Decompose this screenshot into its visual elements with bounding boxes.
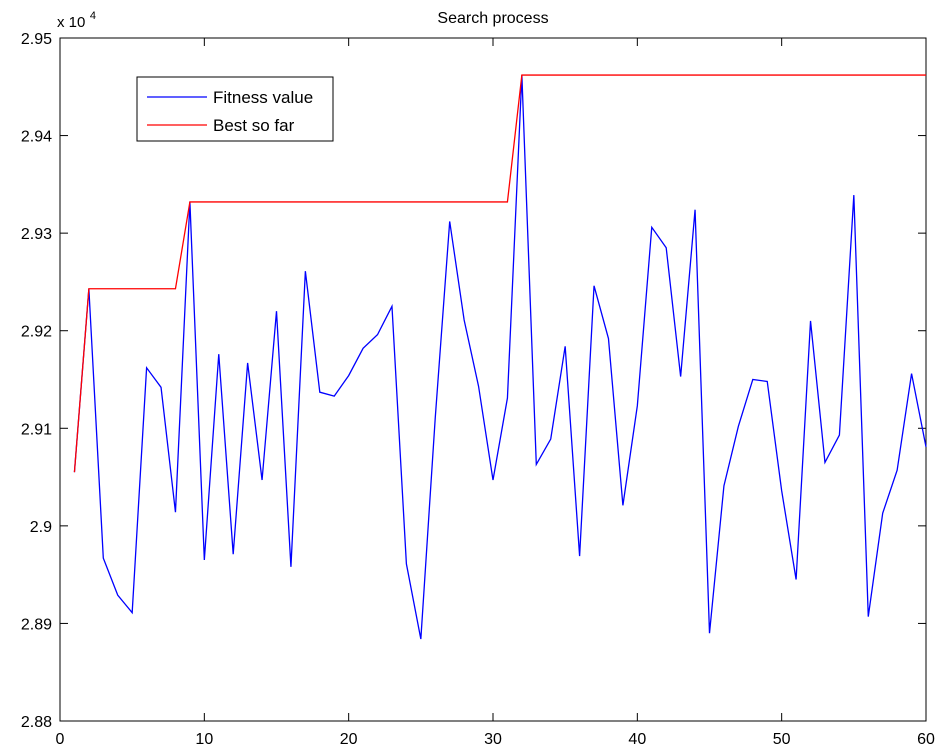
x-tick-label: 40 xyxy=(628,731,646,748)
y-axis-scale-base: x 10 xyxy=(57,14,85,31)
y-tick-label: 2.93 xyxy=(21,226,52,243)
legend: Fitness value Best so far xyxy=(136,76,334,142)
series-line-fitness-value xyxy=(73,75,927,640)
legend-label: Fitness value xyxy=(213,88,313,107)
y-tick-label: 2.95 xyxy=(21,31,52,48)
chart-title: Search process xyxy=(437,10,548,27)
x-tick-label: 50 xyxy=(773,731,791,748)
x-tick-label: 0 xyxy=(56,731,65,748)
axes: 0 10 20 30 40 50 60 2.88 2.89 2.9 2.91 2.92 2.93 2.94… xyxy=(21,31,935,748)
legend-box xyxy=(136,76,334,142)
x-tick-label: 20 xyxy=(340,731,358,748)
x-tick-label: 60 xyxy=(917,731,935,748)
series-group xyxy=(73,74,927,640)
y-tick-label: 2.9 xyxy=(30,519,52,536)
y-axis-scale-label: x 10 4 xyxy=(57,10,96,31)
legend-label: Best so far xyxy=(213,116,295,135)
y-tick-label: 2.92 xyxy=(21,324,52,341)
y-axis-scale-exponent: 4 xyxy=(90,10,96,22)
y-tick-label: 2.89 xyxy=(21,616,52,633)
y-tick-label: 2.91 xyxy=(21,421,52,438)
x-tick-label: 10 xyxy=(195,731,213,748)
y-tick-label: 2.94 xyxy=(21,129,52,146)
x-tick-label: 30 xyxy=(484,731,502,748)
y-tick-label: 2.88 xyxy=(21,714,52,731)
series-line-best-so-far xyxy=(73,74,926,473)
